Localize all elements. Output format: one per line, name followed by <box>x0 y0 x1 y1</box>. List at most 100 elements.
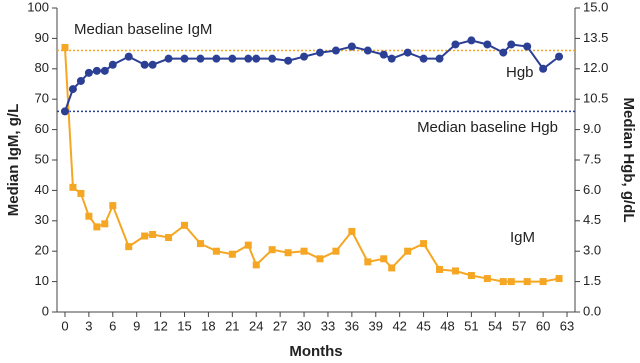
x-tick-label: 48 <box>440 318 454 333</box>
x-tick-label: 33 <box>321 318 335 333</box>
marker <box>212 54 221 63</box>
y-axis-title: Median IgM, g/L <box>5 104 22 217</box>
marker <box>124 52 133 61</box>
marker <box>100 66 109 75</box>
marker <box>180 54 189 63</box>
marker <box>149 230 157 238</box>
marker <box>268 54 277 63</box>
marker <box>451 40 460 49</box>
marker <box>523 278 531 286</box>
y-tick-label: 0 <box>42 303 49 318</box>
marker <box>76 76 85 85</box>
marker <box>467 272 475 280</box>
marker <box>60 107 69 116</box>
marker <box>404 247 412 255</box>
marker <box>387 54 396 63</box>
x-tick-label: 54 <box>488 318 502 333</box>
marker <box>364 258 372 266</box>
y-tick-label: 70 <box>35 91 49 106</box>
marker <box>109 202 117 210</box>
x-tick-label: 3 <box>85 318 92 333</box>
marker <box>228 250 236 258</box>
marker <box>555 52 564 61</box>
y-tick-label: 100 <box>27 0 49 14</box>
marker <box>77 189 85 197</box>
marker <box>61 44 69 52</box>
marker <box>436 265 444 273</box>
x-tick-label: 18 <box>201 318 215 333</box>
y2-tick-label: 15.0 <box>583 0 608 14</box>
marker <box>507 40 516 49</box>
y-tick-label: 90 <box>35 30 49 45</box>
marker <box>332 247 340 255</box>
y2-tick-label: 0.0 <box>583 303 601 318</box>
y2-tick-label: 10.5 <box>583 91 608 106</box>
x-tick-label: 36 <box>345 318 359 333</box>
x-tick-label: 51 <box>464 318 478 333</box>
marker <box>69 183 77 191</box>
x-tick-label: 27 <box>273 318 287 333</box>
marker <box>483 275 491 283</box>
series-label: Hgb <box>506 64 534 81</box>
y-tick-label: 50 <box>35 151 49 166</box>
y-tick-label: 20 <box>35 243 49 258</box>
x-tick-label: 45 <box>416 318 430 333</box>
marker <box>284 56 293 65</box>
marker <box>555 275 563 283</box>
y2-tick-label: 13.5 <box>583 30 608 45</box>
marker <box>268 246 276 254</box>
marker <box>84 68 93 77</box>
marker <box>523 42 532 51</box>
marker <box>300 247 308 255</box>
marker <box>284 249 292 257</box>
y2-tick-label: 3.0 <box>583 243 601 258</box>
x-tick-label: 57 <box>512 318 526 333</box>
y-tick-label: 60 <box>35 121 49 136</box>
marker <box>363 46 372 55</box>
y-tick-label: 40 <box>35 182 49 197</box>
y2-tick-label: 4.5 <box>583 212 601 227</box>
marker <box>403 48 412 57</box>
marker <box>252 54 261 63</box>
marker <box>125 243 133 251</box>
marker <box>451 267 459 275</box>
marker <box>244 54 253 63</box>
y2-tick-label: 9.0 <box>583 121 601 136</box>
x-tick-label: 12 <box>153 318 167 333</box>
marker <box>348 227 356 235</box>
marker <box>379 50 388 59</box>
x-tick-label: 15 <box>177 318 191 333</box>
y2-axis-title: Median Hgb, g/dL <box>620 98 637 223</box>
x-tick-label: 42 <box>392 318 406 333</box>
y-tick-label: 10 <box>35 273 49 288</box>
series-label: IgM <box>510 229 535 246</box>
marker <box>539 278 547 286</box>
marker <box>347 42 356 51</box>
marker <box>165 234 173 242</box>
marker <box>539 64 548 73</box>
marker <box>196 240 204 248</box>
reference-label: Median baseline Hgb <box>417 119 558 136</box>
marker <box>108 60 117 69</box>
marker <box>148 60 157 69</box>
marker <box>92 66 101 75</box>
marker <box>300 52 309 61</box>
marker <box>101 220 109 228</box>
marker <box>435 54 444 63</box>
marker <box>331 46 340 55</box>
marker <box>212 247 220 255</box>
marker <box>181 221 189 229</box>
y-tick-label: 80 <box>35 60 49 75</box>
marker <box>85 212 93 220</box>
marker <box>140 60 149 69</box>
marker <box>499 278 507 286</box>
marker <box>467 36 476 45</box>
marker <box>228 54 237 63</box>
x-tick-label: 0 <box>61 318 68 333</box>
y2-tick-label: 1.5 <box>583 273 601 288</box>
x-tick-label: 21 <box>225 318 239 333</box>
marker <box>315 48 324 57</box>
x-tick-label: 39 <box>369 318 383 333</box>
